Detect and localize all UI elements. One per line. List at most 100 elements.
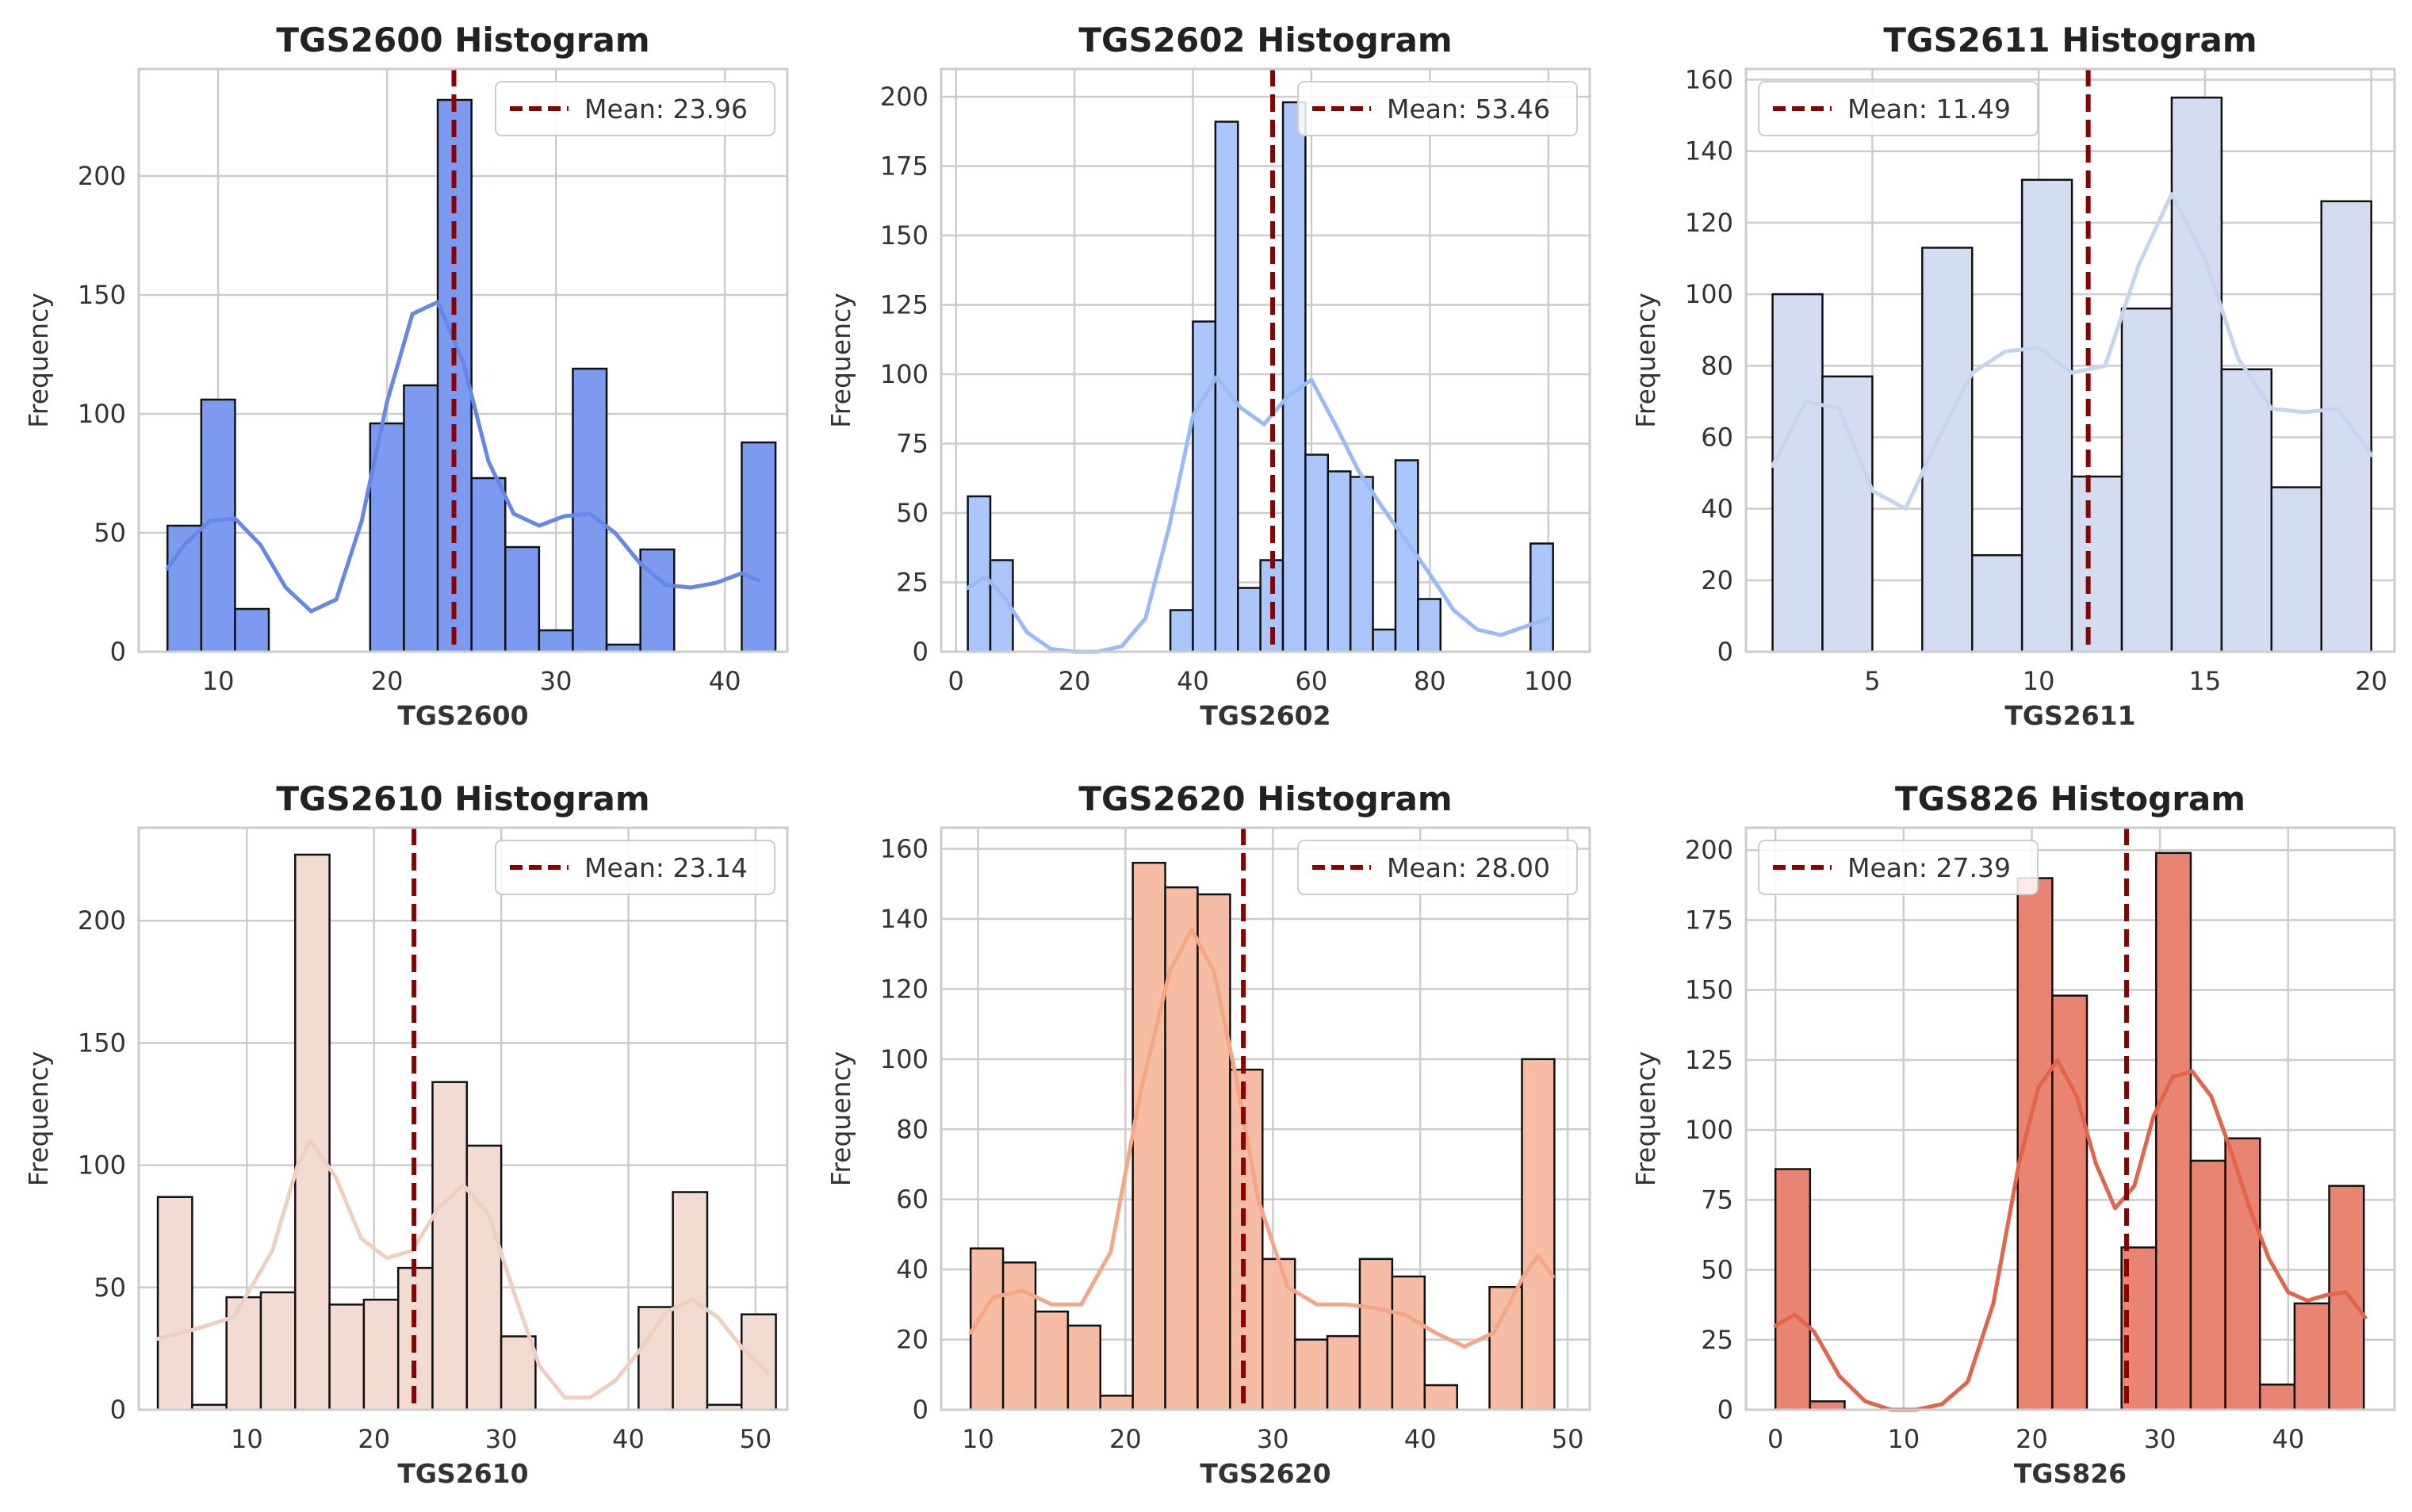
x-tick-label: 5 xyxy=(1864,666,1880,696)
histogram-bar xyxy=(1237,587,1262,653)
histogram-bar xyxy=(2170,96,2223,653)
x-tick-label: 20 xyxy=(371,666,404,696)
y-tick-label: 175 xyxy=(1685,905,1733,935)
axes-layer: 10 20 30 40 50 0 20 40 60 80 100 120 140 160 xyxy=(880,826,1591,1454)
kde-layer xyxy=(155,1139,771,1400)
legend-box xyxy=(1297,81,1578,136)
histogram-bar xyxy=(1262,1257,1296,1411)
y-axis-label: Frequency xyxy=(23,1051,54,1186)
histogram-bar xyxy=(741,441,777,653)
histogram-bar xyxy=(1423,1384,1458,1411)
histogram-bar xyxy=(637,1306,674,1411)
x-tick-label: 0 xyxy=(948,666,963,696)
x-tick-label: 50 xyxy=(740,1424,772,1454)
y-axis-label: Frequency xyxy=(23,293,54,427)
x-tick-label: 20 xyxy=(358,1424,390,1454)
y-tick-label: 200 xyxy=(78,161,126,191)
kde-curve xyxy=(968,927,1555,1349)
x-tick-label: 30 xyxy=(485,1424,518,1454)
histogram-bar xyxy=(1372,628,1397,653)
y-tick-label: 40 xyxy=(896,1254,928,1284)
x-tick-label: 40 xyxy=(1404,1424,1437,1454)
histogram-bar xyxy=(2051,994,2088,1411)
tgs2610-histogram-panel: 10 20 30 40 50 0 50 100 150 200 TGS2610 Histogram T… xyxy=(23,779,789,1489)
histogram-bar xyxy=(969,1247,1005,1411)
chart-title: TGS2600 Histogram xyxy=(276,21,649,59)
y-tick-label: 20 xyxy=(896,1325,928,1355)
histogram-bar xyxy=(1417,598,1441,653)
y-tick-label: 0 xyxy=(913,1395,928,1425)
legend-mean-label: Mean: 11.49 xyxy=(1847,94,2011,124)
y-tick-label: 75 xyxy=(1701,1185,1733,1215)
histogram-bar xyxy=(538,629,574,653)
histogram-bar xyxy=(2224,1137,2261,1411)
histogram-bar xyxy=(2070,475,2123,653)
x-axis-label: TGS826 xyxy=(2014,1458,2127,1489)
axes-layer: 0 20 40 60 80 100 0 25 50 75 100 125 150 175 200 xyxy=(880,67,1591,696)
x-tick-label: 40 xyxy=(709,666,741,696)
histogram-bar xyxy=(572,367,608,653)
chart-title: TGS2611 Histogram xyxy=(1883,21,2257,59)
axes-layer: 0 10 20 30 40 0 25 50 75 100 125 150 175 200 xyxy=(1685,826,2396,1454)
x-tick-label: 0 xyxy=(1767,1424,1783,1454)
y-tick-label: 80 xyxy=(896,1114,928,1144)
plot-frame xyxy=(940,67,1591,653)
x-tick-label: 20 xyxy=(2355,666,2387,696)
histogram-bar xyxy=(967,495,992,653)
histogram-bar xyxy=(1327,470,1352,653)
histogram-bar xyxy=(1281,101,1307,653)
histogram-bar xyxy=(2259,1383,2296,1411)
y-tick-label: 0 xyxy=(1717,637,1733,667)
histogram-bar xyxy=(1001,1261,1037,1411)
kde-curve xyxy=(155,1139,771,1400)
y-tick-label: 140 xyxy=(880,904,928,934)
histogram-bar xyxy=(259,1291,297,1411)
histogram-bar xyxy=(1358,1257,1394,1411)
y-tick-label: 50 xyxy=(1701,1255,1733,1285)
histogram-bar xyxy=(2120,307,2173,653)
tgs2611-histogram-panel: 5 10 15 20 0 20 40 60 80 100 120 140 160 TGS2611 Hist… xyxy=(1630,21,2396,731)
chart-title: TGS2610 Histogram xyxy=(276,779,649,818)
kde-curve xyxy=(1771,192,2374,511)
histogram-bar xyxy=(1034,1310,1070,1411)
axes-layer: 5 10 15 20 0 20 40 60 80 100 120 140 160 xyxy=(1685,65,2396,696)
y-tick-label: 50 xyxy=(94,518,126,548)
histogram-bar xyxy=(1394,459,1419,653)
y-tick-label: 160 xyxy=(880,834,928,864)
legend-box xyxy=(495,840,775,895)
x-tick-label: 20 xyxy=(1109,1424,1142,1454)
plot-frame xyxy=(137,67,789,653)
y-tick-label: 150 xyxy=(880,220,928,251)
histogram-bar xyxy=(1521,1058,1556,1411)
y-tick-label: 175 xyxy=(880,151,928,182)
x-tick-label: 15 xyxy=(2189,666,2222,696)
x-tick-label: 10 xyxy=(231,1424,263,1454)
histogram-bar xyxy=(1774,1168,1812,1411)
histogram-bar xyxy=(1349,476,1374,653)
histogram-bar xyxy=(2220,368,2273,653)
kde-layer xyxy=(1773,1058,2368,1412)
y-tick-label: 0 xyxy=(110,637,126,667)
histogram-bar xyxy=(500,1335,537,1411)
chart-title: TGS2620 Histogram xyxy=(1078,779,1452,818)
tgs2602-histogram-panel: 0 20 40 60 80 100 0 25 50 75 100 125 150 175 200 TGS260… xyxy=(825,21,1591,731)
x-tick-label: 10 xyxy=(202,666,235,696)
x-axis-label: TGS2610 xyxy=(397,1458,528,1489)
legend-layer xyxy=(495,81,775,136)
legend-box xyxy=(495,81,775,136)
legend-mean-label: Mean: 27.39 xyxy=(1847,852,2011,883)
x-tick-label: 10 xyxy=(2023,666,2055,696)
y-tick-label: 100 xyxy=(78,1150,126,1181)
x-axis-label: TGS2600 xyxy=(397,700,528,731)
y-tick-label: 150 xyxy=(78,1028,126,1058)
y-axis-label: Frequency xyxy=(825,1051,856,1186)
histogram-bar xyxy=(2155,852,2192,1411)
y-tick-label: 60 xyxy=(896,1185,928,1215)
x-tick-label: 40 xyxy=(1177,666,1209,696)
tgs826-histogram-panel: 0 10 20 30 40 0 25 50 75 100 125 150 175 200 TGS826 Hi… xyxy=(1630,779,2396,1489)
y-tick-label: 150 xyxy=(1685,975,1733,1005)
kde-curve xyxy=(165,300,761,614)
histogram-bar xyxy=(2320,200,2372,653)
kde-curve xyxy=(1773,1058,2368,1412)
histogram-bar xyxy=(225,1296,262,1411)
